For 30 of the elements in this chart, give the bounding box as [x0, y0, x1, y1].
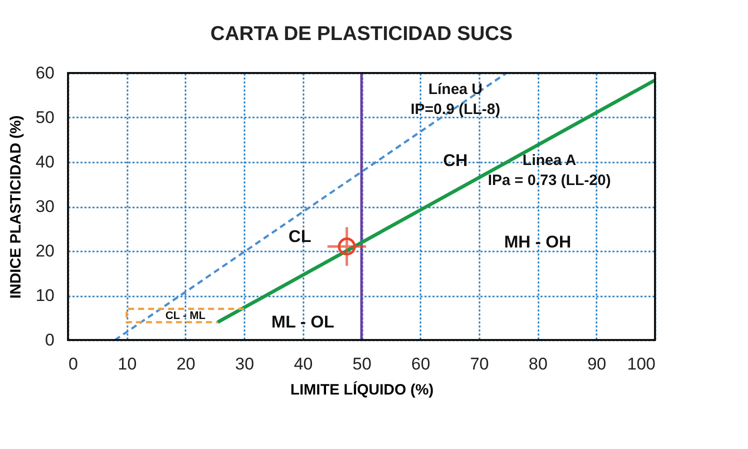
x-axis-title: LIMITE LÍQUIDO (%)	[290, 380, 434, 398]
x-tick-label: 50	[352, 354, 372, 374]
annotation: CH	[443, 151, 468, 170]
x-tick-label: 40	[294, 354, 313, 374]
y-tick-label: 20	[36, 242, 54, 260]
y-tick-label: 60	[36, 64, 54, 82]
x-tick-label: 90	[587, 354, 606, 374]
x-tick-label: 0	[68, 354, 78, 374]
y-tick-label: 10	[36, 286, 54, 305]
y-tick-label: 0	[45, 330, 54, 350]
annotation: Linea A	[522, 152, 576, 169]
y-tick-label: 40	[36, 152, 54, 172]
y-tick-label: 50	[36, 108, 54, 127]
annotation: CL - ML	[165, 310, 206, 322]
annotation: CL	[288, 227, 312, 246]
annotation: IP=0.9 (LL-8)	[410, 101, 500, 118]
chart-title: CARTA DE PLASTICIDAD SUCS	[210, 23, 513, 45]
x-tick-label: 80	[528, 354, 548, 374]
annotation: IPa = 0.73 (LL-20)	[488, 172, 611, 189]
x-tick-label: 100	[627, 354, 656, 374]
annotation: Línea U	[428, 81, 483, 98]
y-tick-label: 30	[36, 197, 54, 216]
x-tick-label: 70	[470, 354, 489, 374]
x-tick-label: 10	[118, 354, 137, 374]
x-tick-label: 60	[411, 354, 430, 374]
annotation: ML - OL	[271, 312, 334, 332]
x-tick-label: 30	[235, 354, 254, 374]
annotation: MH - OH	[504, 232, 572, 252]
y-axis-title: INDICE PLASTICIDAD (%)	[8, 115, 25, 299]
x-tick-label: 20	[176, 354, 196, 374]
